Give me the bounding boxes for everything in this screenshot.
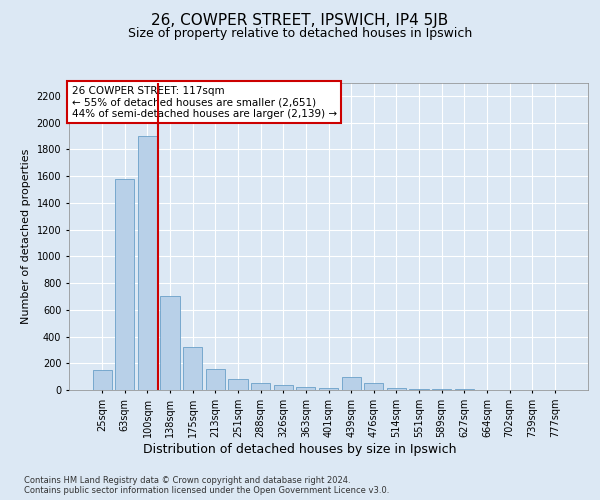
Bar — [296, 388, 316, 390]
Bar — [409, 389, 428, 390]
Bar — [274, 386, 293, 390]
Bar — [183, 347, 202, 390]
Bar — [364, 384, 383, 390]
Text: 26, COWPER STREET, IPSWICH, IP4 5JB: 26, COWPER STREET, IPSWICH, IP4 5JB — [151, 12, 449, 28]
Text: Size of property relative to detached houses in Ipswich: Size of property relative to detached ho… — [128, 28, 472, 40]
Text: 26 COWPER STREET: 117sqm
← 55% of detached houses are smaller (2,651)
44% of sem: 26 COWPER STREET: 117sqm ← 55% of detach… — [71, 86, 337, 119]
Bar — [206, 368, 225, 390]
Text: Distribution of detached houses by size in Ipswich: Distribution of detached houses by size … — [143, 442, 457, 456]
Bar — [387, 388, 406, 390]
Text: Contains HM Land Registry data © Crown copyright and database right 2024.
Contai: Contains HM Land Registry data © Crown c… — [24, 476, 389, 495]
Y-axis label: Number of detached properties: Number of detached properties — [21, 148, 31, 324]
Bar — [251, 384, 270, 390]
Bar — [115, 179, 134, 390]
Bar — [341, 376, 361, 390]
Bar — [138, 136, 157, 390]
Bar — [92, 370, 112, 390]
Bar — [160, 296, 180, 390]
Bar — [229, 380, 248, 390]
Bar — [319, 388, 338, 390]
